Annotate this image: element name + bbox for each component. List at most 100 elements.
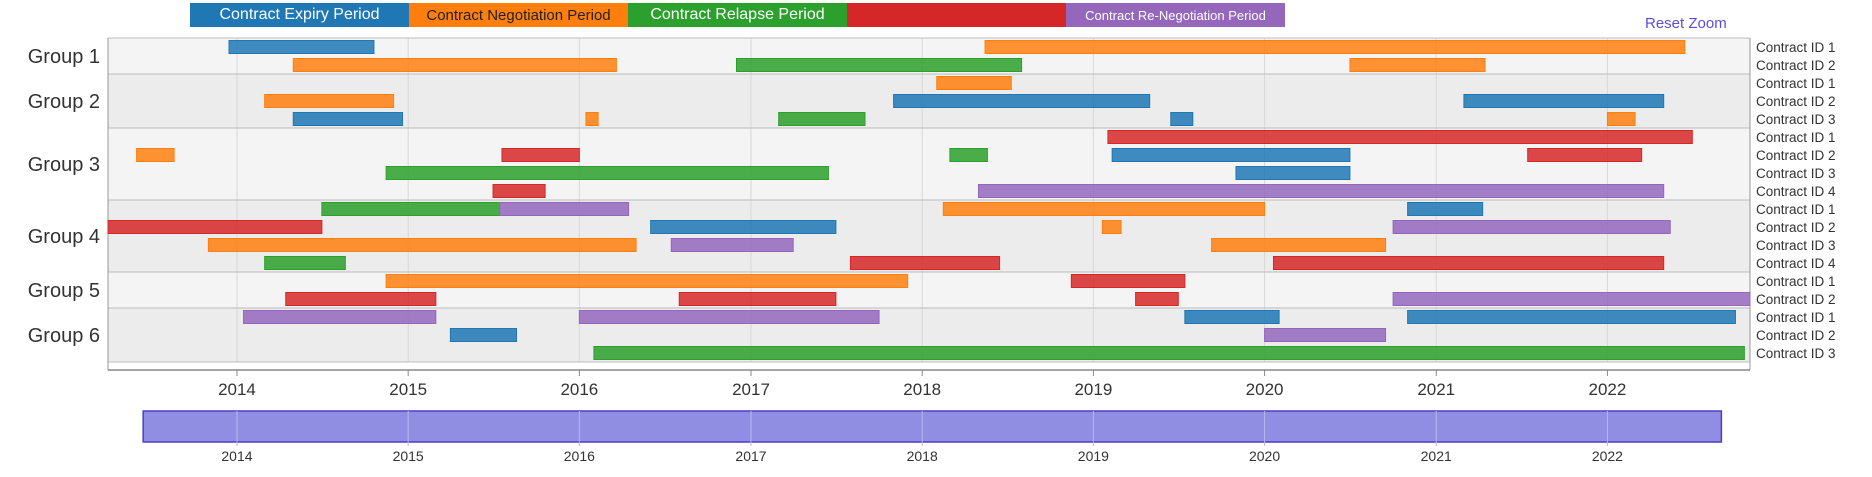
timeline-bar[interactable] (949, 148, 988, 162)
row-label: Contract ID 1 (1756, 274, 1836, 289)
legend-item[interactable] (847, 3, 1066, 27)
timeline-bar[interactable] (1135, 292, 1179, 306)
row-label: Contract ID 2 (1756, 94, 1836, 109)
timeline-bar[interactable] (942, 202, 1266, 216)
brush-tick-label: 2017 (735, 448, 766, 464)
timeline-bar[interactable] (1606, 112, 1636, 126)
timeline-bar[interactable] (264, 94, 395, 108)
brush-tick-label: 2018 (907, 448, 938, 464)
timeline-bar[interactable] (1392, 220, 1671, 234)
timeline-bar[interactable] (228, 40, 375, 54)
x-tick-label: 2020 (1246, 380, 1284, 399)
row-label: Contract ID 4 (1756, 184, 1836, 199)
timeline-bar[interactable] (1349, 58, 1486, 72)
brush-tick-label: 2015 (393, 448, 424, 464)
row-label: Contract ID 3 (1756, 238, 1836, 253)
row-label: Contract ID 3 (1756, 166, 1836, 181)
timeline-bar[interactable] (449, 328, 518, 342)
timeline-bar[interactable] (207, 238, 637, 252)
timeline-bar[interactable] (578, 310, 880, 324)
timeline-bar[interactable] (1407, 310, 1736, 324)
timeline-bar[interactable] (1111, 148, 1351, 162)
group-label: Group 3 (28, 154, 100, 176)
timeline-bar[interactable] (385, 166, 829, 180)
row-label: Contract ID 3 (1756, 112, 1836, 127)
timeline-bar[interactable] (385, 274, 909, 288)
row-label: Contract ID 3 (1756, 346, 1836, 361)
timeline-bar[interactable] (1527, 148, 1643, 162)
timeline-bar[interactable] (678, 292, 837, 306)
timeline-bar[interactable] (1463, 94, 1665, 108)
timeline-bar[interactable] (893, 94, 1151, 108)
timeline-bar[interactable] (501, 148, 580, 162)
row-label: Contract ID 1 (1756, 40, 1836, 55)
timeline-bar[interactable] (778, 112, 866, 126)
timeline-bar[interactable] (1392, 292, 1751, 306)
timeline-bar[interactable] (285, 292, 437, 306)
timeline-bar[interactable] (1107, 130, 1693, 144)
legend-item[interactable]: Contract Negotiation Period (409, 3, 628, 27)
brush-tick-label: 2019 (1078, 448, 1109, 464)
timeline-bar[interactable] (849, 256, 1001, 270)
row-label: Contract ID 2 (1756, 292, 1836, 307)
timeline-bar[interactable] (984, 40, 1686, 54)
brush-tick-label: 2022 (1592, 448, 1623, 464)
timeline-bar[interactable] (136, 148, 175, 162)
timeline-bar[interactable] (650, 220, 837, 234)
timeline-bar[interactable] (1184, 310, 1280, 324)
row-label: Contract ID 2 (1756, 328, 1836, 343)
group-label: Group 2 (28, 91, 100, 113)
timeline-bar[interactable] (292, 112, 404, 126)
timeline-bar[interactable] (243, 310, 437, 324)
legend-item[interactable]: Contract Re-Negotiation Period (1066, 3, 1285, 27)
timeline-bar[interactable] (107, 220, 323, 234)
timeline-bar[interactable] (936, 76, 1012, 90)
row-label: Contract ID 2 (1756, 148, 1836, 163)
timeline-bar[interactable] (1272, 256, 1665, 270)
brush-tick-label: 2020 (1249, 448, 1280, 464)
zoom-brush[interactable] (142, 410, 1723, 443)
group-label: Group 1 (28, 46, 100, 68)
timeline-bar[interactable] (1101, 220, 1122, 234)
timeline-bar[interactable] (593, 346, 1745, 360)
row-label: Contract ID 1 (1756, 310, 1836, 325)
timeline-bar[interactable] (1211, 238, 1387, 252)
timeline-bar[interactable] (1070, 274, 1186, 288)
row-label: Contract ID 1 (1756, 202, 1836, 217)
brush-tick-label: 2021 (1421, 448, 1452, 464)
legend: Contract Expiry Period Contract Negotiati… (190, 3, 1285, 27)
brush-tick-label: 2016 (564, 448, 595, 464)
timeline-bar[interactable] (499, 202, 630, 216)
x-tick-label: 2018 (903, 380, 941, 399)
x-tick-label: 2015 (389, 380, 427, 399)
timeline-bar[interactable] (585, 112, 599, 126)
brush-tick-label: 2014 (221, 448, 252, 464)
timeline-bar[interactable] (1235, 166, 1351, 180)
group-label: Group 4 (28, 226, 100, 248)
timeline-bar[interactable] (264, 256, 346, 270)
x-tick-label: 2019 (1074, 380, 1112, 399)
timeline-bar[interactable] (292, 58, 617, 72)
x-tick-label: 2016 (560, 380, 598, 399)
timeline-bar[interactable] (977, 184, 1665, 198)
legend-item[interactable]: Contract Expiry Period (190, 3, 409, 27)
timeline-bar[interactable] (670, 238, 794, 252)
timeline-bar[interactable] (735, 58, 1023, 72)
group-label: Group 6 (28, 325, 100, 347)
timeline-bar[interactable] (492, 184, 546, 198)
row-label: Contract ID 2 (1756, 58, 1836, 73)
timeline-bar[interactable] (1264, 328, 1387, 342)
row-label: Contract ID 1 (1756, 130, 1836, 145)
x-tick-label: 2021 (1417, 380, 1455, 399)
row-label: Contract ID 2 (1756, 220, 1836, 235)
timeline-bar[interactable] (321, 202, 501, 216)
x-tick-label: 2014 (218, 380, 256, 399)
legend-item[interactable]: Contract Relapse Period (628, 3, 847, 27)
timeline-bar[interactable] (1170, 112, 1194, 126)
x-tick-label: 2022 (1589, 380, 1627, 399)
row-label: Contract ID 4 (1756, 256, 1836, 271)
timeline-bar[interactable] (1407, 202, 1484, 216)
reset-zoom-button[interactable]: Reset Zoom (1645, 15, 1727, 32)
x-tick-label: 2017 (732, 380, 770, 399)
